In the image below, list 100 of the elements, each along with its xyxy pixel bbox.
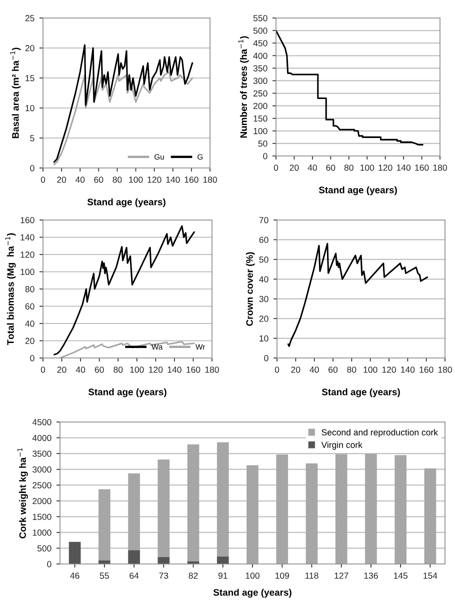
y-tick-label: 10 [26,105,34,112]
x-tick-label: 73 [159,572,168,579]
legend-label: Virgin cork [321,442,362,450]
x-axis-title: Stand age (years) [87,198,166,208]
x-tick-label: 180 [203,176,217,183]
x-tick-label: 0 [274,366,280,373]
bar [424,468,436,564]
x-tick-label: 80 [112,176,122,183]
bar [68,542,81,564]
line-series [53,71,194,166]
y-tick-label: 1000 [32,530,52,536]
y-tick-label: 150 [254,115,268,122]
x-tick-label: 140 [168,366,182,373]
x-tick-label: 100 [129,176,143,183]
y-tick-label: 10 [260,335,268,342]
y-tick-label: 20 [259,316,268,322]
x-tick-label: 180 [205,366,219,373]
y-tick-label: 60 [25,303,34,310]
y-tick-label: 70 [259,217,268,224]
y-tick-label: 550 [253,15,268,22]
x-axis-title: Stand age (years) [322,388,400,398]
x-tick-label: 64 [130,572,139,579]
y-tick-label: 40 [25,320,34,327]
x-tick-label: 60 [94,176,104,183]
y-tick-label: 400 [253,52,268,59]
y-axis-title: Crown cover (%) [246,252,255,326]
x-tick-label: 120 [378,164,392,171]
bar [335,454,348,564]
y-tick-label: 500 [253,28,268,34]
y-tick-label: 120 [20,252,34,258]
bar [158,460,170,558]
y-tick-label: 2500 [32,482,52,488]
y-tick-label: 350 [253,65,268,72]
y-tick-label: 0 [264,355,268,362]
bar [158,557,170,564]
y-tick-label: 60 [259,236,268,243]
x-tick-label: 100 [364,366,378,373]
y-tick-label: 2000 [32,498,52,504]
x-tick-label: 80 [114,366,123,373]
y-tick-label: 200 [254,102,268,110]
x-tick-label: 160 [415,164,429,171]
y-axis-title: Cork weight kg ha$^{−1}$ [17,448,28,538]
x-tick-label: 109 [275,572,289,579]
x-axis-title: Stand age (years) [213,588,292,598]
x-tick-label: 160 [420,366,434,373]
y-tick-label: 3500 [32,450,52,457]
bar [187,444,200,562]
x-tick-label: 20 [291,366,300,373]
bar [216,442,229,556]
x-axis-title: Stand age (years) [318,186,397,196]
x-tick-label: 40 [76,366,86,373]
y-tick-label: 500 [37,545,52,552]
x-tick-label: 20 [57,366,66,373]
x-tick-label: 100 [130,366,144,373]
y-axis-title: Number of trees (ha$^{−1}$) [238,36,249,138]
x-tick-label: 180 [433,164,447,171]
legend-label: Second and reproduction cork [322,429,438,438]
x-tick-label: 0 [274,164,278,171]
bar [98,560,110,564]
y-tick-label: 3000 [32,466,52,473]
x-tick-label: 120 [382,366,396,373]
y-tick-label: 450 [253,40,268,46]
bar [98,489,110,560]
line-series [59,340,195,358]
x-tick-label: 80 [344,164,354,171]
x-tick-label: 91 [218,572,228,579]
y-tick-label: 50 [258,140,268,147]
bar [128,473,140,550]
x-tick-label: 20 [57,176,66,183]
x-tick-label: 80 [347,366,356,373]
y-axis-title: Basal area (m² ha$^{−1}$) [10,48,21,138]
y-tick-label: 100 [20,268,34,276]
x-tick-label: 55 [100,572,109,579]
bar [306,463,318,564]
y-tick-label: 40 [259,276,268,282]
x-tick-label: 60 [326,164,336,171]
y-tick-label: 0 [263,153,268,160]
y-tick-label: 25 [25,15,34,22]
x-tick-label: 100 [360,164,374,171]
y-axis-title: Total biomass (Mg ha$^{−1}$) [5,233,16,346]
y-tick-label: 0 [47,561,52,568]
bar [246,465,258,564]
line-series [276,30,424,146]
y-tick-label: 15 [26,75,34,82]
bar [276,454,288,564]
x-tick-label: 145 [394,572,408,579]
line-series [287,242,428,347]
x-tick-label: 140 [401,366,415,373]
x-tick-label: 140 [166,176,180,183]
y-tick-label: 20 [25,45,34,52]
x-tick-label: 40 [75,176,85,183]
y-tick-label: 4000 [32,434,52,442]
bar [128,550,140,564]
y-tick-label: 20 [25,338,34,344]
y-tick-label: 5 [30,135,34,142]
bar [394,455,406,564]
y-tick-label: 250 [254,90,268,97]
line-series [53,44,194,163]
x-tick-label: 154 [424,572,438,579]
y-tick-label: 30 [259,296,268,302]
